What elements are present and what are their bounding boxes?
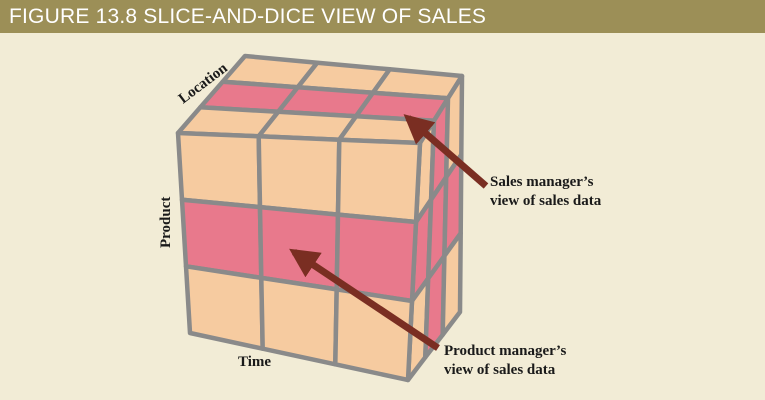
product-manager-callout: Product manager’s view of sales data — [444, 343, 570, 378]
front-face-cell — [333, 287, 415, 383]
time-axis-label: Time — [238, 354, 271, 370]
product-manager-callout-line1: Product manager’s — [444, 343, 566, 359]
front-face-cell — [256, 134, 342, 217]
front-face-cell — [175, 130, 263, 210]
figure-title: FIGURE 13.8 SLICE-AND-DICE VIEW OF SALES — [9, 5, 487, 28]
sales-manager-callout: Sales manager’s view of sales data — [490, 174, 602, 209]
product-manager-callout-line2: view of sales data — [444, 362, 556, 378]
sales-manager-arrow — [403, 114, 489, 189]
front-face-cell — [259, 275, 339, 367]
sales-manager-callout-line1: Sales manager’s — [490, 174, 594, 190]
product-axis-label: Product — [158, 197, 174, 248]
right-face-cell — [440, 231, 463, 337]
front-face-cell — [335, 137, 423, 225]
figure-title-bar: FIGURE 13.8 SLICE-AND-DICE VIEW OF SALES — [0, 0, 765, 33]
product-manager-arrow — [289, 248, 440, 351]
sales-manager-callout-line2: view of sales data — [490, 193, 602, 209]
front-face-cell — [183, 264, 265, 351]
